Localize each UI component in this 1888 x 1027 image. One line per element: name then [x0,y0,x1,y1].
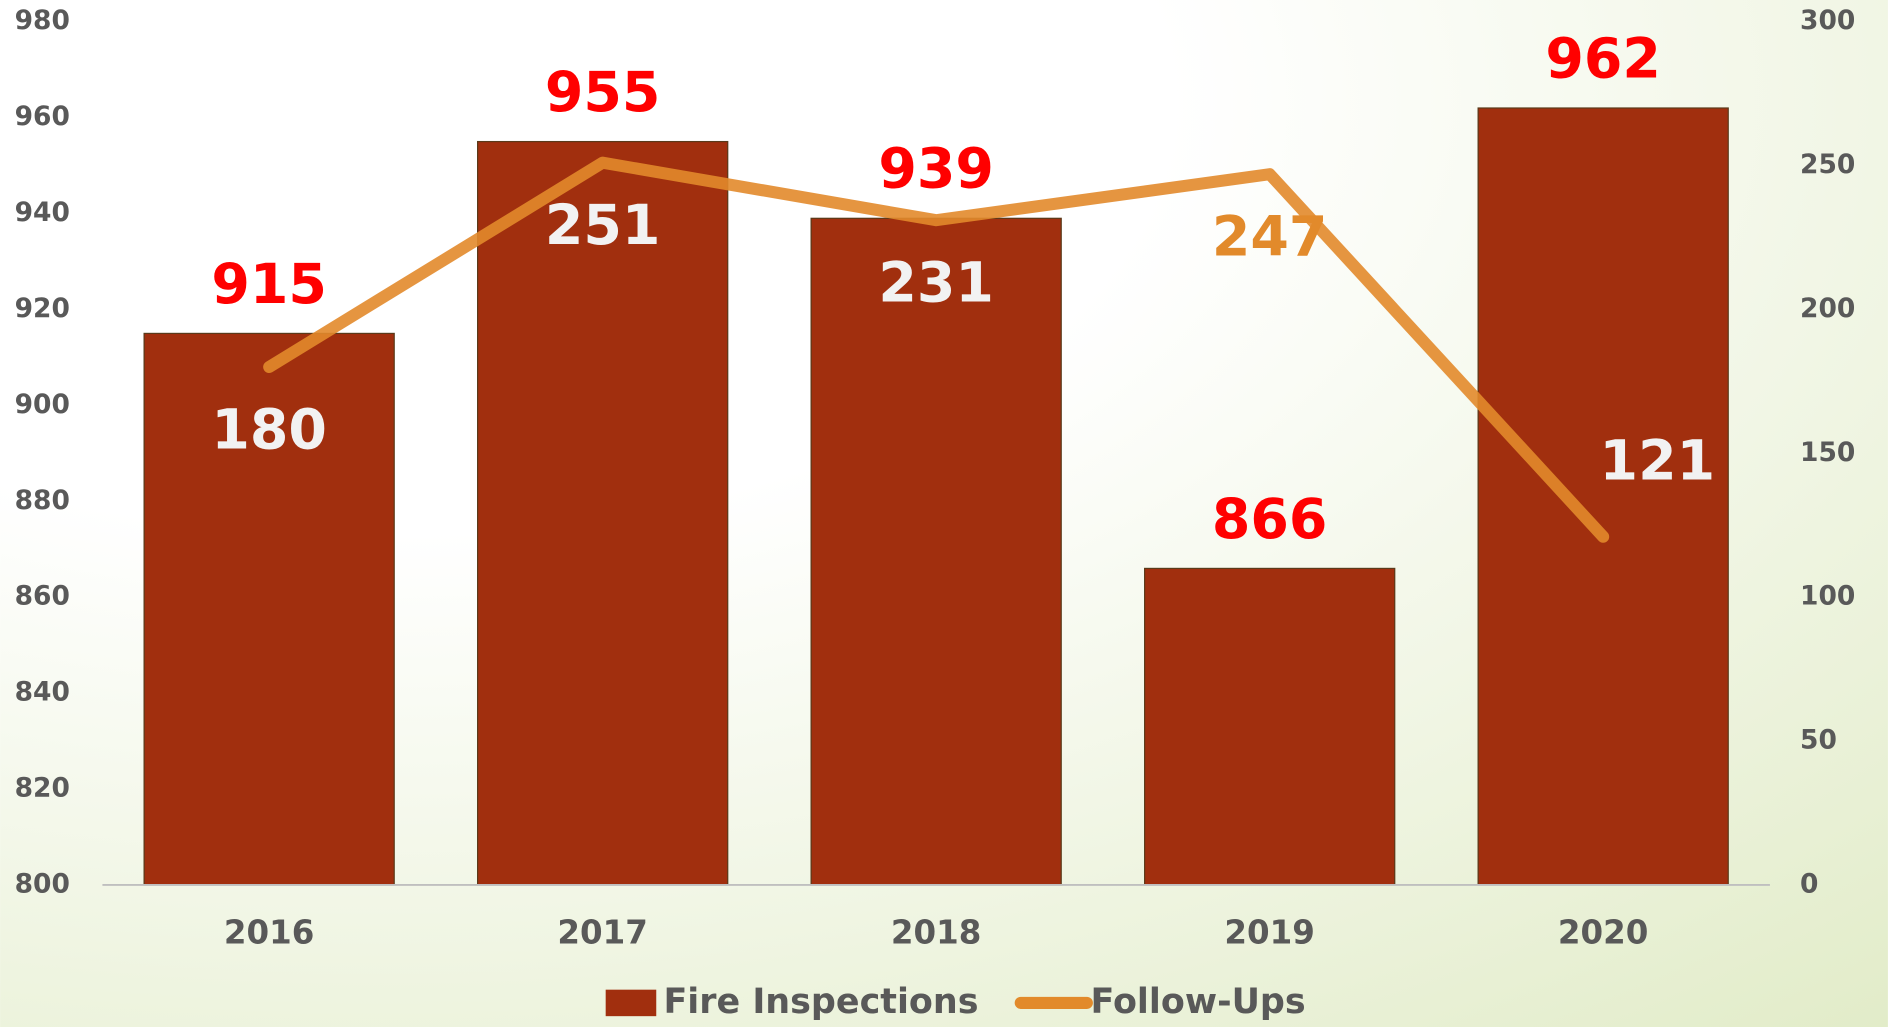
y2-tick-label: 200 [1800,293,1855,324]
bar-value-label: 866 [1212,488,1328,552]
bar-value-label: 939 [878,138,994,202]
x-tick-label: 2019 [1224,913,1314,951]
line-value-label: 180 [211,398,327,462]
line [263,156,1610,543]
x-tick-label: 2020 [1558,913,1648,951]
y2-tick-label: 150 [1800,437,1855,468]
bar [143,332,395,886]
y-tick-label: 900 [15,389,70,420]
x-tick-label: 2018 [891,913,981,951]
line-value-label: 121 [1600,430,1716,494]
y-tick-label: 920 [15,293,70,324]
bar [477,140,729,886]
bar [1144,567,1396,886]
y2-tick-label: 100 [1800,581,1855,612]
y-tick-label: 880 [15,485,70,516]
y-tick-label: 840 [15,677,70,708]
y-tick-label: 820 [15,773,70,804]
bar-value-label: 915 [211,253,327,317]
bar-value-label: 962 [1545,27,1661,91]
legend-swatch [605,989,657,1017]
bar [810,217,1062,886]
y2-tick-label: 50 [1800,725,1837,756]
x-tick-label: 2017 [557,913,647,951]
y-tick-label: 860 [15,581,70,612]
y-tick-label: 980 [15,5,70,36]
line-value-label: 247 [1212,206,1328,270]
legend-label: Follow-Ups [1091,982,1306,1022]
y-tick-label: 960 [15,101,70,132]
y2-tick-label: 300 [1800,5,1855,36]
y-tick-label: 940 [15,197,70,228]
y2-tick-label: 250 [1800,149,1855,180]
legend-label: Fire Inspections [663,982,978,1022]
line-value-label: 251 [545,194,661,258]
bar [1477,107,1729,886]
y2-tick-label: 0 [1800,868,1818,899]
line-value-label: 231 [878,252,994,316]
y-tick-label: 800 [15,868,70,899]
bar-value-label: 955 [545,61,661,125]
x-tick-label: 2016 [224,913,314,951]
